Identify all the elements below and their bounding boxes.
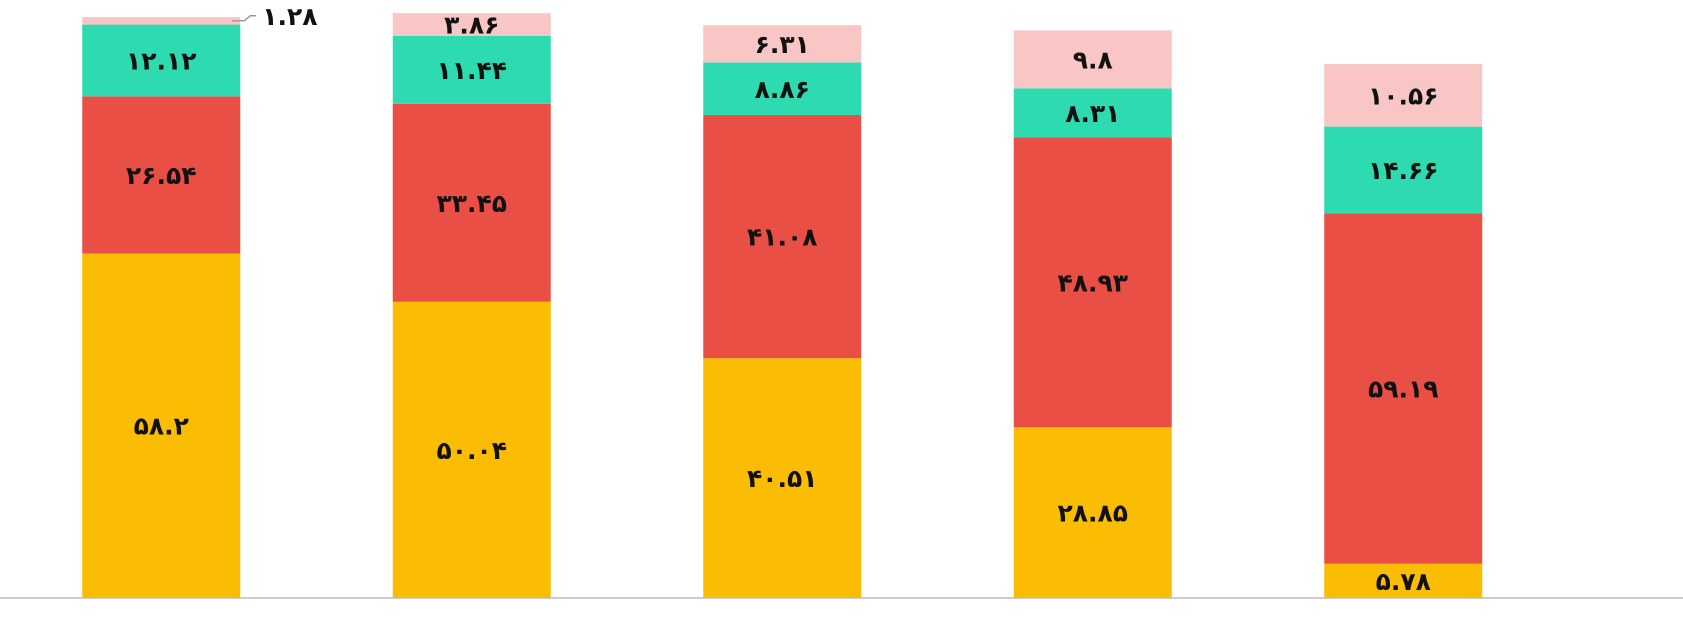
data-label: ۱۴.۶۶ [1368, 156, 1439, 185]
data-label: ۴۸.۹۳ [1057, 268, 1128, 297]
bar-segment [1013, 30, 1172, 89]
bar-segment [82, 253, 241, 598]
bar-segment [1324, 213, 1483, 564]
data-label: ۱۱.۴۴ [436, 56, 507, 85]
bar-segment [1324, 64, 1483, 127]
data-label: ۸.۳۱ [1065, 99, 1120, 128]
bar-segment [392, 13, 551, 37]
data-label: ۶.۳۱ [755, 30, 810, 59]
bar-segment [392, 36, 551, 104]
data-label: ۱۲.۱۲ [126, 46, 197, 75]
data-label: ۴۰.۵۱ [747, 464, 818, 493]
bar-segment [703, 358, 862, 598]
data-label: ۳.۸۶ [444, 11, 499, 40]
bar-segment [82, 24, 241, 97]
bar-segment [82, 17, 241, 25]
data-label: ۱۰.۵۶ [1368, 81, 1439, 110]
bar-segment [703, 25, 862, 63]
data-label: ۸.۸۶ [755, 75, 810, 104]
bar-segment [703, 114, 862, 359]
leader-line [232, 15, 257, 22]
bar-segment [1013, 137, 1172, 428]
bar-segment [1013, 88, 1172, 138]
data-label: ۵۸.۲ [134, 412, 189, 441]
bar-segment [82, 96, 241, 254]
bar-segment [392, 103, 551, 302]
data-label: ۴۱.۰۸ [747, 223, 818, 252]
bar-segment [703, 62, 862, 115]
data-label: ۱.۲۸ [262, 2, 317, 31]
data-label: ۳۳.۴۵ [436, 189, 507, 218]
data-label: ۵۰.۰۴ [436, 436, 507, 465]
bar-segment [1013, 427, 1172, 598]
bar-segment [392, 301, 551, 598]
data-label: ۲۶.۵۴ [126, 161, 197, 190]
bar-segment [1324, 563, 1483, 598]
bar-segment [1324, 126, 1483, 214]
data-label: ۵۹.۱۹ [1368, 375, 1439, 404]
data-label: ۲۸.۸۵ [1057, 499, 1128, 528]
data-label: ۵.۷۸ [1376, 567, 1431, 596]
data-label: ۹.۸ [1073, 45, 1113, 74]
